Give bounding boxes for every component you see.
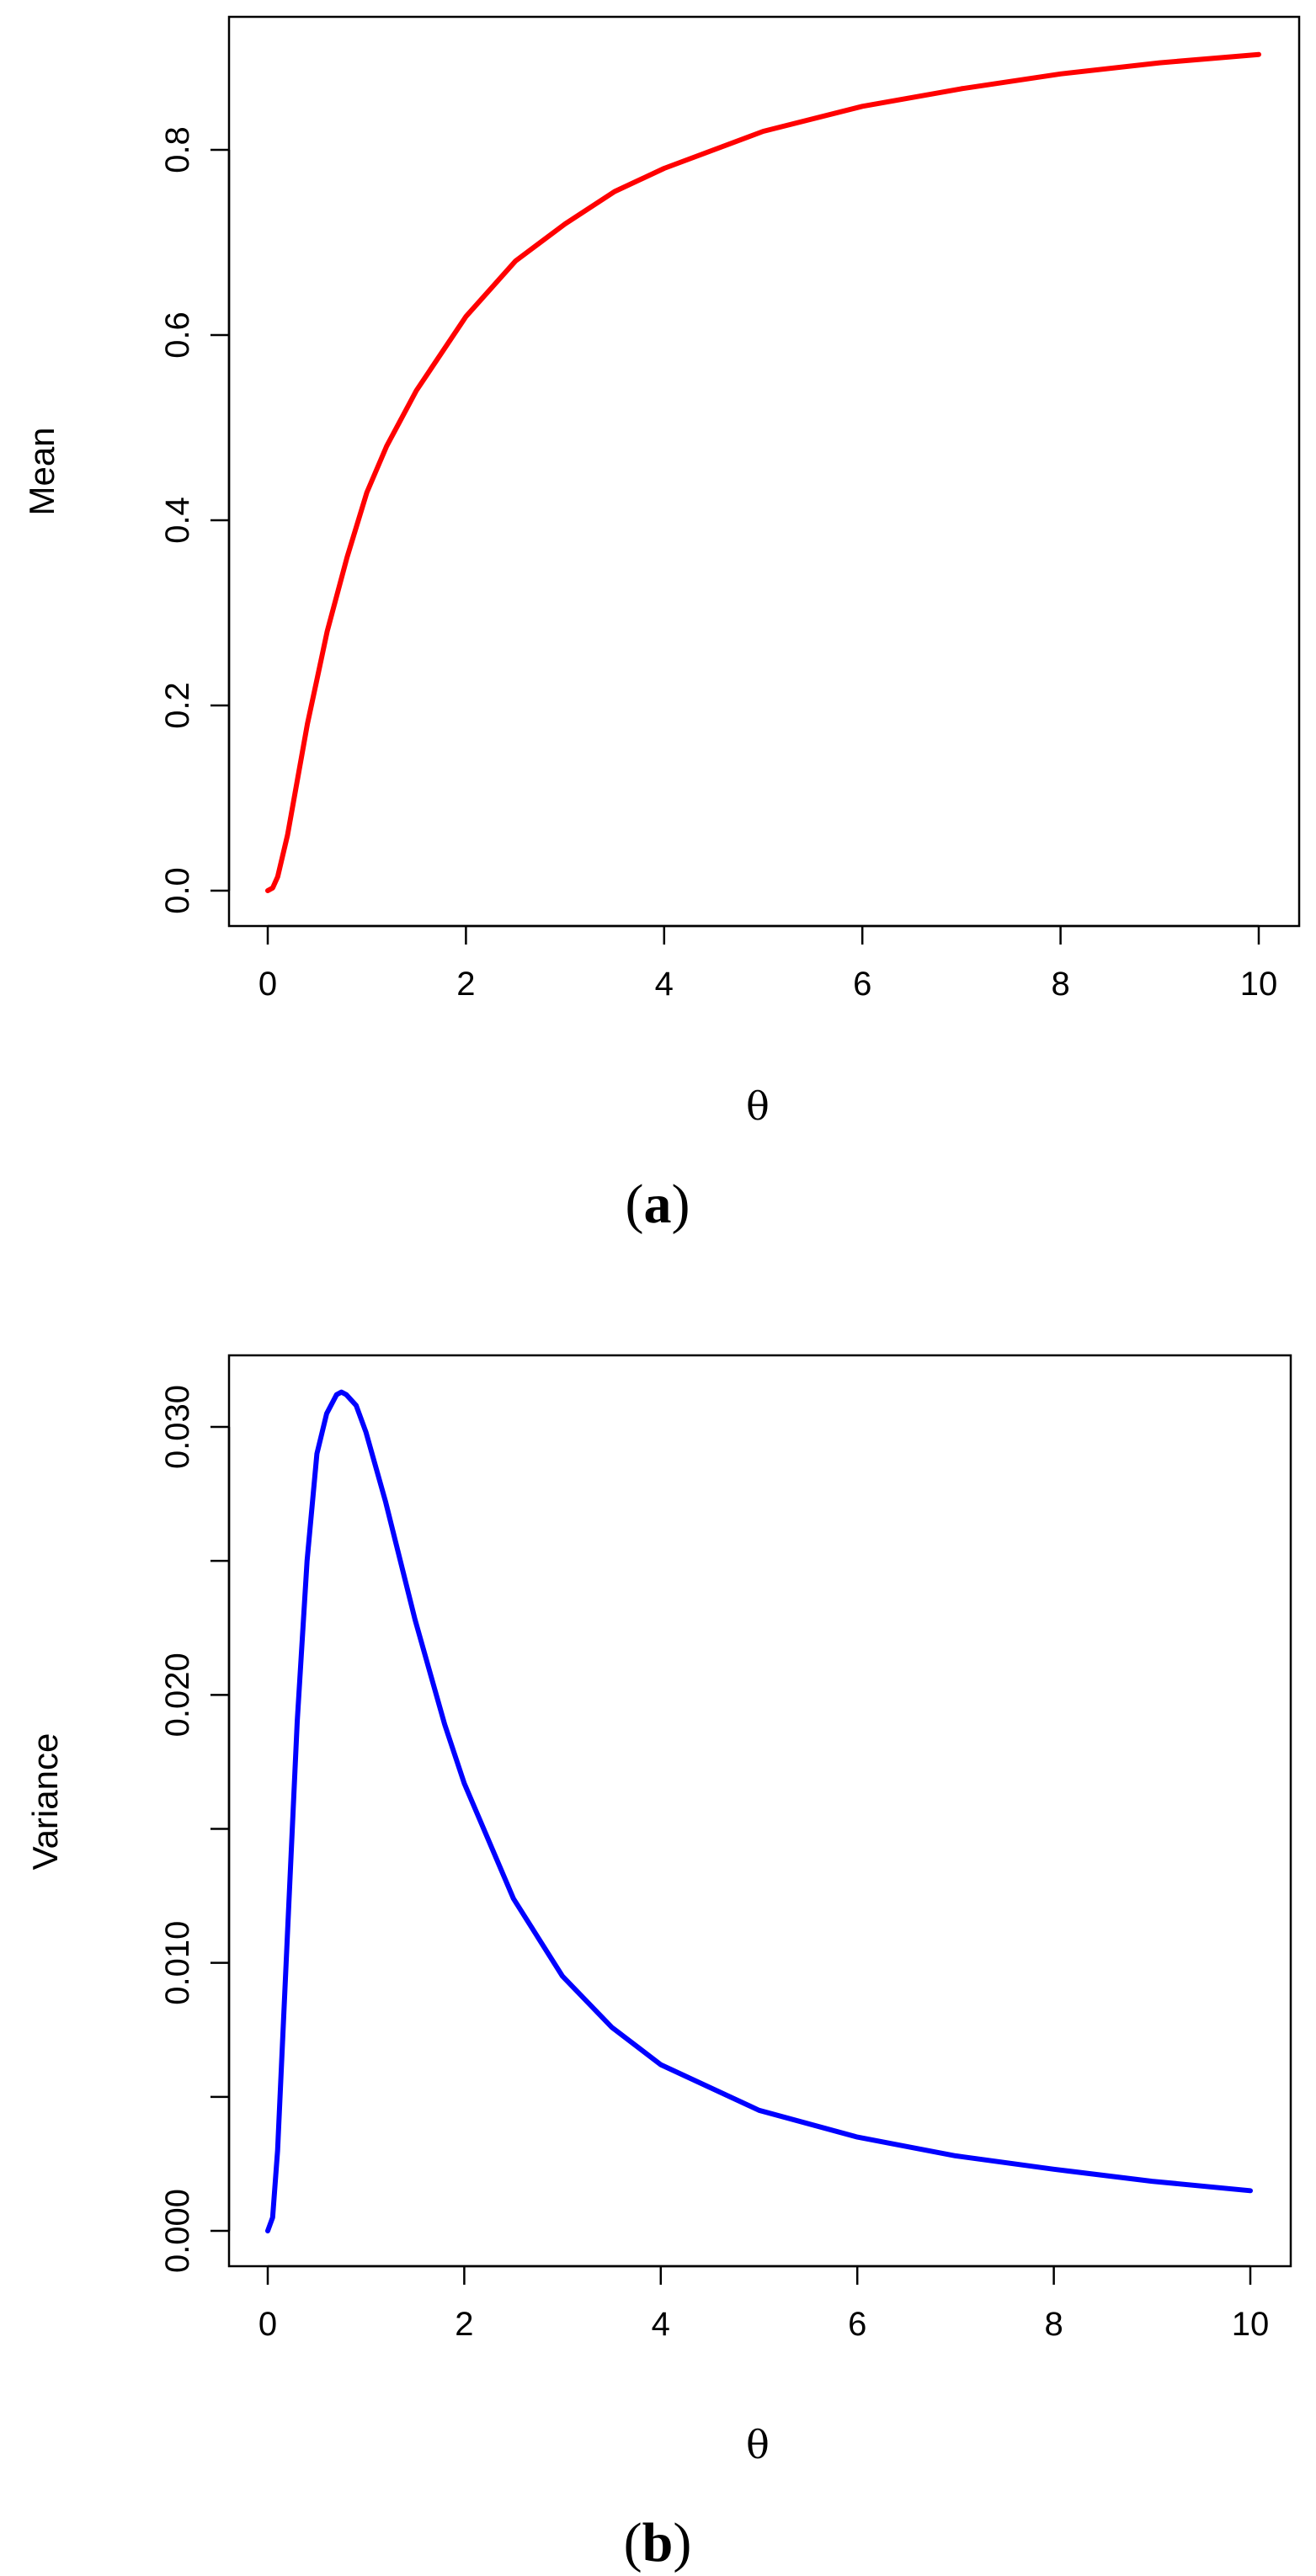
y-tick-label: 0.010 <box>159 1921 196 2005</box>
x-tick-label: 2 <box>456 966 475 1003</box>
y-axis-title: Mean <box>22 427 61 515</box>
y-axis-title: Variance <box>25 1733 65 1871</box>
x-tick-label: 8 <box>1044 2306 1063 2343</box>
panel-label-a: (a) <box>626 1174 690 1235</box>
x-tick-label: 8 <box>1051 966 1069 1003</box>
y-tick-label: 0.020 <box>159 1653 196 1737</box>
y-axis: 0.0 0.2 0.4 0.6 0.8 <box>159 126 231 914</box>
y-tick-label: 0.8 <box>159 126 196 173</box>
x-tick-label: 6 <box>848 2306 866 2343</box>
plot-frame <box>227 1354 1292 2268</box>
panel-letter-b: b <box>642 2512 674 2573</box>
x-axis-title: θ <box>746 2422 770 2467</box>
x-tick-label: 10 <box>1232 2306 1270 2343</box>
x-tick-label: 10 <box>1240 966 1278 1003</box>
mean-curve <box>265 51 1261 893</box>
y-axis: 0.000 0.010 0.020 0.030 <box>159 1385 231 2273</box>
y-tick-label: 0.2 <box>159 682 196 729</box>
panel-label-b: (b) <box>624 2512 692 2573</box>
y-tick-label: 0.0 <box>159 867 196 914</box>
y-tick-label: 0.030 <box>159 1385 196 1469</box>
x-axis-title: θ <box>746 1083 770 1129</box>
x-tick-label: 6 <box>853 966 871 1003</box>
x-tick-label: 2 <box>455 2306 473 2343</box>
x-tick-label: 0 <box>258 966 277 1003</box>
plot-frame <box>227 15 1301 928</box>
y-tick-label: 0.000 <box>159 2189 196 2273</box>
y-tick-label: 0.4 <box>159 497 196 544</box>
panel-a-mean-chart: 0 2 4 6 8 10 0.0 0.2 0.4 0.6 0.8 Mean θ (a) <box>22 15 1301 1235</box>
x-tick-label: 4 <box>652 2306 670 2343</box>
variance-curve <box>265 1389 1253 2233</box>
y-tick-label: 0.6 <box>159 311 196 359</box>
x-tick-label: 0 <box>258 2306 277 2343</box>
x-axis: 0 2 4 6 8 10 <box>258 924 1278 1003</box>
x-axis: 0 2 4 6 8 10 <box>258 2265 1270 2343</box>
panel-letter-a: a <box>644 1174 672 1235</box>
x-tick-label: 4 <box>655 966 674 1003</box>
